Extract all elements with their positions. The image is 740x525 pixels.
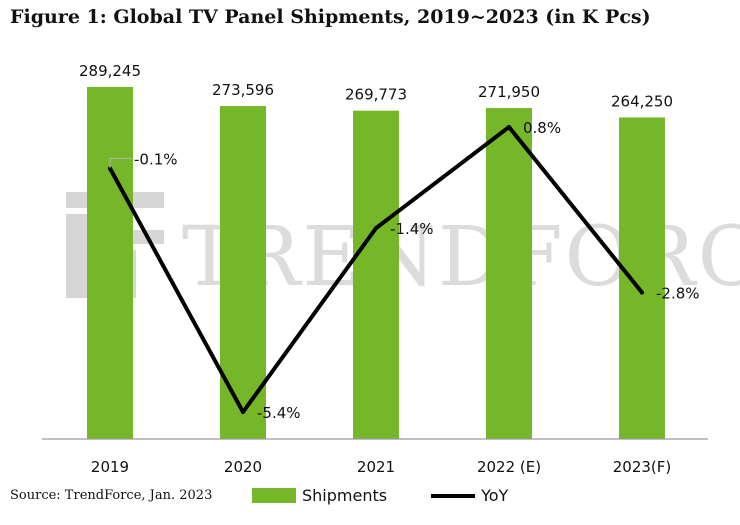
bar-value-label: 289,245 — [79, 62, 141, 80]
chart-title: Figure 1: Global TV Panel Shipments, 201… — [10, 6, 651, 28]
x-tick-label: 2023(F) — [613, 458, 672, 476]
x-tick-label: 2021 — [357, 458, 395, 476]
yoy-value-label: -0.1% — [134, 150, 178, 168]
line-point-yoy-2 — [374, 226, 378, 231]
legend-swatch-shipments — [252, 488, 296, 503]
bar-shipments-3 — [486, 108, 532, 439]
line-point-yoy-3 — [507, 125, 511, 129]
x-tick-label: 2020 — [224, 458, 262, 476]
bar-value-label: 273,596 — [212, 81, 274, 99]
yoy-value-label: -1.4% — [390, 220, 434, 238]
source-note: Source: TrendForce, Jan. 2023 — [10, 488, 213, 503]
x-tick-label: 2022 (E) — [477, 458, 541, 476]
bar-value-label: 269,773 — [345, 86, 407, 104]
legend-label-shipments: Shipments — [302, 486, 388, 505]
bar-value-label: 271,950 — [478, 83, 540, 101]
yoy-value-label: -2.8% — [656, 284, 700, 302]
bar-value-label: 264,250 — [611, 92, 673, 110]
legend-swatch-yoy — [431, 493, 476, 498]
bar-shipments-2 — [353, 110, 399, 440]
yoy-value-label: -5.4% — [257, 404, 301, 422]
bar-shipments-4 — [619, 117, 665, 439]
legend: Shipments YoY — [252, 486, 508, 505]
x-tick-label: 2019 — [91, 458, 129, 476]
label-leader-line — [109, 157, 132, 169]
bar-shipments-0 — [87, 87, 133, 439]
yoy-value-label: 0.8% — [523, 119, 561, 137]
legend-label-yoy: YoY — [481, 486, 509, 505]
line-point-yoy-1 — [241, 410, 245, 414]
line-point-yoy-4 — [640, 290, 644, 295]
